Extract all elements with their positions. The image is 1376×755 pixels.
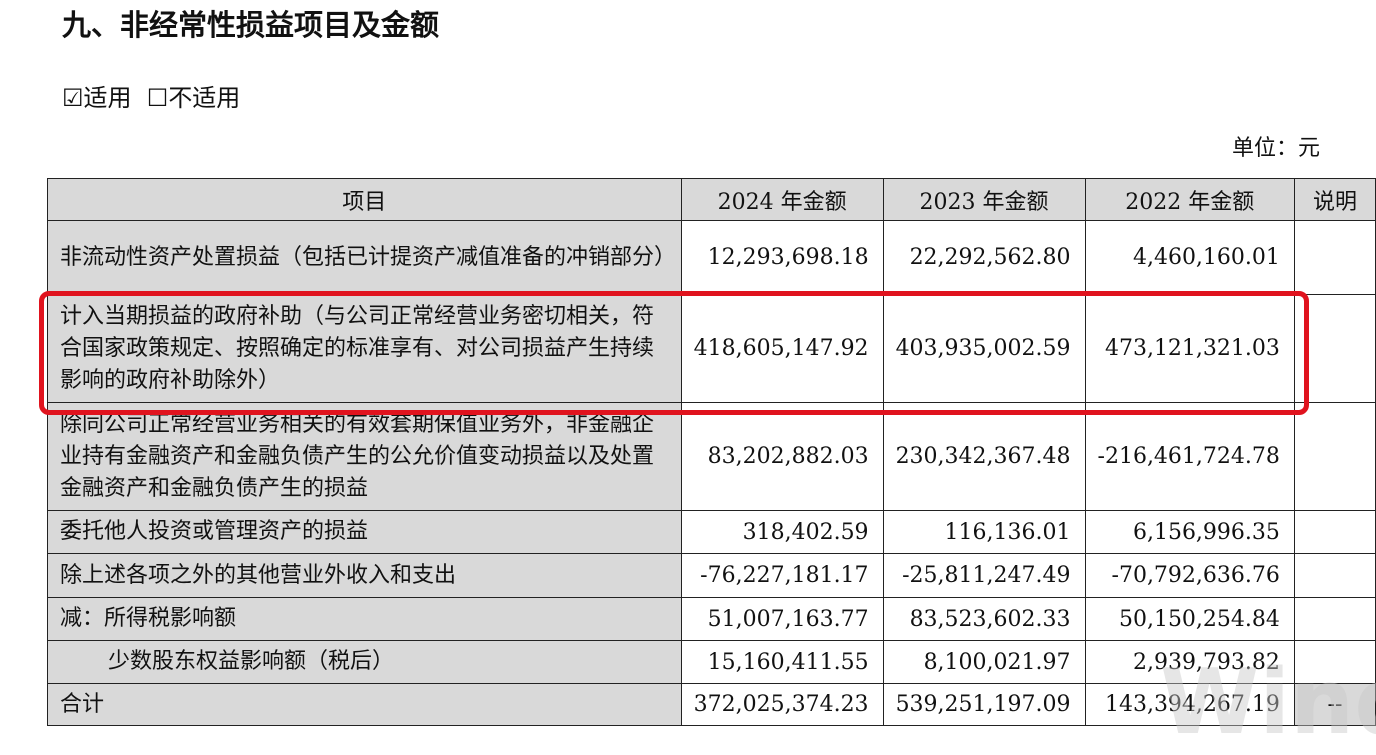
row-item: 减：所得税影响额: [47, 597, 682, 641]
table-row: 减：所得税影响额 51,007,163.77 83,523,602.33 50,…: [47, 597, 1376, 641]
value-2024: -76,227,181.17: [680, 553, 884, 598]
value-2024: 418,605,147.92: [680, 294, 884, 403]
row-note: [1293, 402, 1376, 511]
value-2024: 15,160,411.55: [680, 640, 884, 684]
value-2022: 2,939,793.82: [1084, 640, 1295, 684]
value-2023: 83,523,602.33: [882, 597, 1086, 641]
table-row: 委托他人投资或管理资产的损益 318,402.59 116,136.01 6,1…: [47, 510, 1376, 554]
value-2022: 473,121,321.03: [1084, 294, 1295, 403]
header-2023: 2023 年金额: [882, 178, 1086, 221]
value-2023: 8,100,021.97: [882, 640, 1086, 684]
row-note: [1293, 597, 1376, 641]
non-recurring-gains-table: 项目 2024 年金额 2023 年金额 2022 年金额 说明 非流动性资产处…: [47, 178, 1376, 726]
header-note: 说明: [1293, 178, 1376, 221]
value-2023: -25,811,247.49: [882, 553, 1086, 598]
table-total-row: 合计 372,025,374.23 539,251,197.09 143,394…: [47, 683, 1376, 726]
row-note: [1293, 510, 1376, 554]
row-item: 非流动性资产处置损益（包括已计提资产减值准备的冲销部分）: [47, 220, 682, 295]
value-2024: 51,007,163.77: [680, 597, 884, 641]
row-note: --: [1293, 683, 1376, 726]
row-item: 委托他人投资或管理资产的损益: [47, 510, 682, 554]
applicability-options: ☑适用 ☐不适用: [62, 78, 240, 113]
section-title: 九、非经常性损益项目及金额: [62, 8, 440, 42]
watermark-logo: Wind: [1160, 650, 1376, 755]
value-2024: 12,293,698.18: [680, 220, 884, 295]
table-row: 少数股东权益影响额（税后） 15,160,411.55 8,100,021.97…: [47, 640, 1376, 684]
applicable-checkbox[interactable]: ☑: [62, 84, 84, 112]
value-2022: 50,150,254.84: [1084, 597, 1295, 641]
table-row: 除上述各项之外的其他营业外收入和支出 -76,227,181.17 -25,81…: [47, 553, 1376, 598]
value-2024: 372,025,374.23: [680, 683, 884, 726]
row-note: [1293, 220, 1376, 295]
value-2023: 230,342,367.48: [882, 402, 1086, 511]
row-item: 除同公司正常经营业务相关的有效套期保值业务外，非金融企业持有金融资产和金融负债产…: [47, 402, 682, 511]
not-applicable-label: 不适用: [168, 84, 241, 112]
row-note: [1293, 640, 1376, 684]
value-2023: 539,251,197.09: [882, 683, 1086, 726]
value-2022: 6,156,996.35: [1084, 510, 1295, 554]
table-header-row: 项目 2024 年金额 2023 年金额 2022 年金额 说明: [47, 178, 1376, 221]
row-item: 计入当期损益的政府补助（与公司正常经营业务密切相关，符合国家政策规定、按照确定的…: [47, 294, 682, 403]
table-row: 计入当期损益的政府补助（与公司正常经营业务密切相关，符合国家政策规定、按照确定的…: [47, 294, 1376, 403]
table-row: 除同公司正常经营业务相关的有效套期保值业务外，非金融企业持有金融资产和金融负债产…: [47, 402, 1376, 511]
value-2023: 22,292,562.80: [882, 220, 1086, 295]
value-2022: 143,394,267.19: [1084, 683, 1295, 726]
value-2022: -70,792,636.76: [1084, 553, 1295, 598]
value-2022: 4,460,160.01: [1084, 220, 1295, 295]
header-2022: 2022 年金额: [1084, 178, 1295, 221]
value-2022: -216,461,724.78: [1084, 402, 1295, 511]
header-item: 项目: [47, 178, 682, 221]
header-2024: 2024 年金额: [680, 178, 884, 221]
value-2024: 83,202,882.03: [680, 402, 884, 511]
unit-label: 单位：元: [1231, 136, 1320, 161]
row-item: 少数股东权益影响额（税后）: [47, 640, 682, 684]
value-2023: 116,136.01: [882, 510, 1086, 554]
row-note: [1293, 553, 1376, 598]
table-row: 非流动性资产处置损益（包括已计提资产减值准备的冲销部分） 12,293,698.…: [47, 220, 1376, 295]
value-2024: 318,402.59: [680, 510, 884, 554]
highlight-box: [39, 291, 1309, 415]
not-applicable-checkbox[interactable]: ☐: [139, 84, 169, 112]
applicable-label: 适用: [83, 84, 132, 112]
row-item: 合计: [47, 683, 682, 726]
row-item: 除上述各项之外的其他营业外收入和支出: [47, 553, 682, 598]
